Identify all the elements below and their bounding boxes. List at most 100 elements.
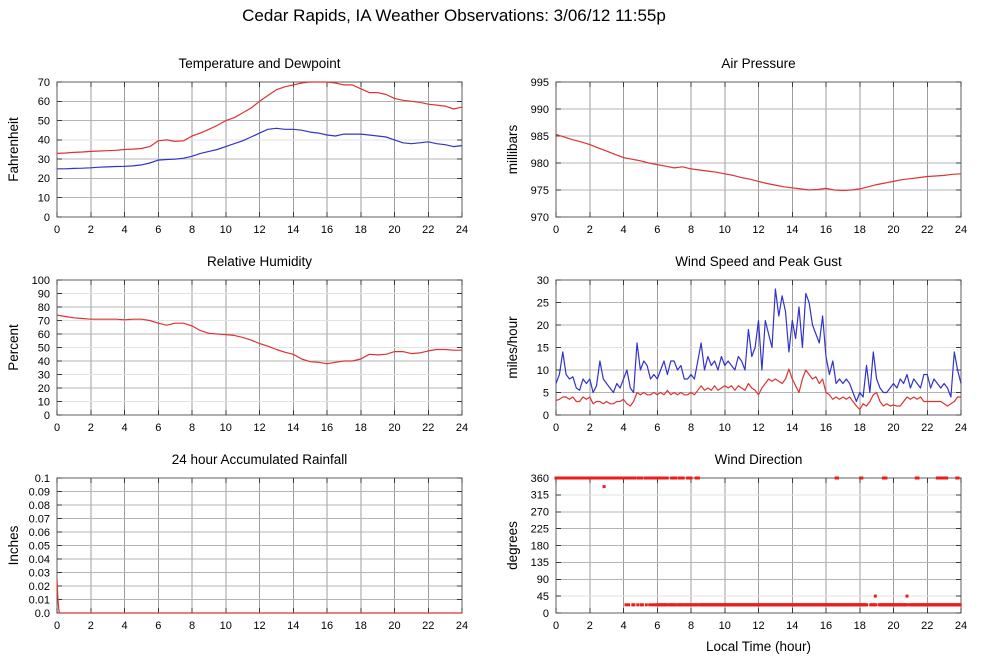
y-tick-label: 0	[543, 608, 549, 620]
y-tick-label: 20	[537, 320, 549, 332]
x-tick-label: 14	[786, 620, 798, 632]
series-group	[56, 579, 462, 614]
x-tick-label: 12	[253, 224, 265, 236]
x-tick-label: 2	[587, 422, 593, 434]
tick-marks	[56, 477, 463, 614]
x-tick-label: 24	[955, 224, 967, 236]
y-tick-label: 90	[537, 574, 549, 586]
y-tick-label: 225	[531, 523, 549, 535]
y-tick-label: 0.0	[35, 608, 50, 620]
y-tick-label: 0.02	[29, 581, 50, 593]
x-tick-label: 12	[752, 620, 764, 632]
series-temperature	[56, 81, 463, 154]
y-tick-label: 50	[38, 115, 50, 127]
x-tick-label: 20	[887, 422, 899, 434]
x-tick-label: 0	[54, 224, 60, 236]
x-tick-label: 16	[321, 422, 333, 434]
y-tick-label: 270	[531, 507, 549, 519]
x-tick-label: 2	[587, 620, 593, 632]
chart-title: Wind Direction	[715, 452, 803, 467]
y-tick-label: 70	[38, 315, 50, 327]
x-tick-label: 16	[321, 620, 333, 632]
gridlines	[57, 82, 462, 217]
x-tick-label: 2	[88, 224, 94, 236]
series-direction-north-360	[554, 476, 960, 480]
x-tick-label: 8	[688, 620, 694, 632]
x-tick-label: 10	[220, 224, 232, 236]
y-tick-label: 0.05	[29, 540, 50, 552]
y-tick-label: 180	[531, 540, 549, 552]
series-group	[554, 476, 962, 607]
x-tick-label: 4	[121, 224, 127, 236]
x-tick-label: 6	[654, 224, 660, 236]
chart-wind-direction: 0 2 4 6 8 10 12 14 16 18 20 22 240459013518022527031…	[505, 452, 967, 654]
x-tick-label: 22	[422, 224, 434, 236]
series-group	[56, 81, 463, 170]
y-tick-label: 975	[531, 185, 549, 197]
x-tick-label: 22	[921, 422, 933, 434]
x-tick-label: 16	[321, 224, 333, 236]
y-tick-label: 50	[38, 342, 50, 354]
y-tick-label: 315	[531, 490, 549, 502]
x-tick-label: 10	[719, 422, 731, 434]
y-tick-label: 0.1	[35, 473, 50, 485]
y-axis-label: miles/hour	[505, 316, 520, 379]
y-tick-label: 0	[543, 410, 549, 422]
y-tick-label: 10	[537, 365, 549, 377]
y-tick-label: 30	[38, 154, 50, 166]
x-tick-label: 6	[155, 224, 161, 236]
chart-title: Relative Humidity	[207, 254, 312, 269]
y-tick-label: 10	[38, 396, 50, 408]
y-tick-label: 360	[531, 473, 549, 485]
tick-marks	[56, 279, 463, 416]
series-group	[555, 133, 962, 192]
x-tick-label: 16	[820, 620, 832, 632]
x-tick-label: 0	[54, 620, 60, 632]
x-tick-label: 20	[887, 620, 899, 632]
x-tick-label: 4	[620, 620, 626, 632]
chart-air-pressure: 0 2 4 6 8 10 12 14 16 18 20 22 24970975980985990995A…	[505, 56, 967, 236]
x-tick-label: 20	[388, 224, 400, 236]
chart-title: Temperature and Dewpoint	[178, 56, 340, 71]
x-tick-label: 0	[54, 422, 60, 434]
y-tick-label: 5	[543, 387, 549, 399]
x-tick-label: 14	[287, 224, 299, 236]
y-tick-label: 10	[38, 193, 50, 205]
x-tick-label: 4	[620, 422, 626, 434]
x-tick-label: 0	[553, 224, 559, 236]
chart-title: Wind Speed and Peak Gust	[675, 254, 842, 269]
gridlines	[57, 280, 462, 415]
page-title: Cedar Rapids, IA Weather Observations: 3…	[242, 6, 666, 25]
x-tick-label: 8	[688, 422, 694, 434]
y-axis-label: Percent	[6, 324, 21, 371]
y-axis-label: Inches	[6, 525, 21, 565]
y-tick-label: 0.03	[29, 567, 50, 579]
x-tick-label: 24	[456, 422, 468, 434]
x-tick-label: 18	[355, 620, 367, 632]
y-tick-label: 60	[38, 329, 50, 341]
tick-labels: 0 2 4 6 8 10 12 14 16 18 20 22 240459013518022527031…	[531, 473, 967, 632]
tick-labels: 0 2 4 6 8 10 12 14 16 18 20 22 240102030405060708090…	[32, 275, 468, 434]
x-tick-label: 24	[955, 422, 967, 434]
y-tick-label: 0	[44, 410, 50, 422]
x-tick-label: 14	[287, 422, 299, 434]
y-tick-label: 995	[531, 77, 549, 89]
x-tick-label: 22	[921, 224, 933, 236]
gridlines	[556, 478, 961, 613]
x-tick-label: 8	[688, 224, 694, 236]
x-tick-label: 24	[456, 620, 468, 632]
y-tick-label: 40	[38, 356, 50, 368]
y-tick-label: 80	[38, 302, 50, 314]
x-tick-label: 10	[220, 422, 232, 434]
x-tick-label: 12	[253, 620, 265, 632]
y-tick-label: 0.04	[29, 554, 50, 566]
y-axis-label: Fahrenheit	[6, 117, 21, 182]
x-tick-label: 22	[921, 620, 933, 632]
series-rainfall	[56, 579, 462, 614]
x-tick-label: 24	[456, 224, 468, 236]
y-tick-label: 0.01	[29, 594, 50, 606]
y-tick-label: 25	[537, 297, 549, 309]
